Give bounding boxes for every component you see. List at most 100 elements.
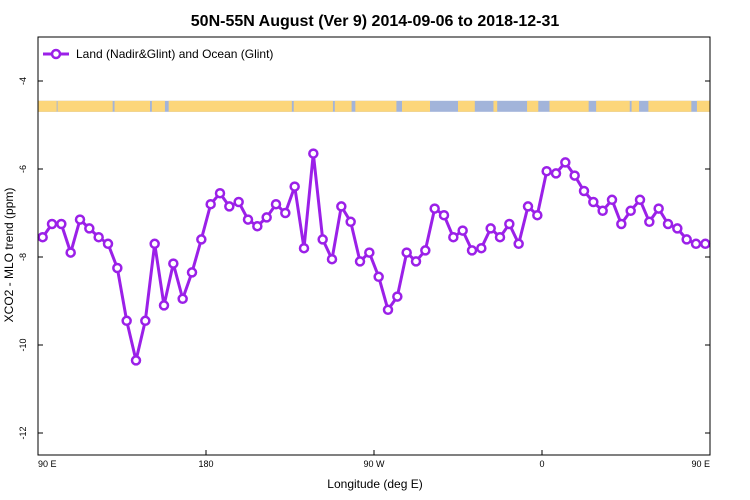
series-line [41, 152, 706, 362]
x-tick-label: 90 E [38, 459, 57, 469]
data-point [121, 315, 132, 327]
data-point [690, 238, 702, 250]
data-point [625, 205, 636, 217]
y-tick-label: -10 [18, 338, 28, 351]
data-point [606, 194, 618, 206]
strip-land-segment [334, 100, 352, 112]
data-point [46, 218, 58, 230]
data-point [336, 201, 347, 212]
data-point [102, 238, 114, 250]
data-point [168, 258, 179, 269]
strip-land-segment [631, 100, 640, 112]
data-point [560, 157, 571, 168]
data-point [158, 300, 170, 311]
data-point [672, 223, 683, 234]
x-tick-label: 90 W [363, 459, 385, 469]
plot-area [37, 148, 711, 366]
strip-land-segment [168, 100, 292, 112]
data-point [457, 225, 468, 236]
x-axis-label: Longitude (deg E) [327, 477, 422, 491]
data-point [466, 245, 478, 256]
strip-land-segment [402, 100, 430, 112]
data-point [392, 291, 403, 302]
data-point [382, 304, 394, 316]
data-point [214, 187, 226, 199]
data-point [364, 247, 375, 258]
strip-land-segment [493, 100, 498, 112]
data-point [74, 214, 86, 225]
y-axis: -4 -6 -8 -10 -12 [18, 77, 710, 440]
x-axis: 90 E 180 90 W 0 90 E [37, 450, 711, 469]
strip-land-segment [114, 100, 150, 112]
y-axis-label: XCO2 - MLO trend (ppm) [2, 188, 16, 323]
data-point [317, 234, 328, 245]
data-point [298, 242, 310, 254]
legend-point-marker [50, 48, 62, 60]
data-point [289, 181, 300, 192]
data-point [485, 223, 496, 234]
legend: Land (Nadir&Glint) and Ocean (Glint) [43, 47, 273, 61]
y-tick-label: -4 [18, 77, 28, 85]
data-point [196, 234, 207, 245]
strip-land-segment [38, 100, 57, 112]
data-point [662, 218, 674, 230]
data-point [65, 247, 76, 258]
data-point [261, 212, 272, 223]
data-point [93, 231, 104, 243]
strip-land-segment [293, 100, 333, 112]
data-point [242, 214, 254, 225]
data-point [345, 216, 356, 228]
data-point [550, 168, 562, 179]
x-tick-label: 0 [539, 459, 544, 469]
data-point [37, 231, 48, 243]
data-point [252, 220, 263, 232]
data-point [233, 196, 244, 208]
data-point [541, 165, 552, 177]
y-tick-label: -8 [18, 253, 28, 261]
y-tick-label: -6 [18, 165, 28, 173]
data-point [429, 203, 440, 214]
data-point [476, 242, 487, 254]
data-point [532, 209, 543, 221]
data-point [308, 148, 319, 159]
data-point [280, 207, 291, 219]
data-point [270, 198, 282, 210]
x-tick-label: 180 [198, 459, 213, 469]
data-point [205, 198, 216, 210]
data-point [700, 238, 711, 250]
data-point [616, 218, 627, 230]
data-point [494, 231, 506, 243]
strip-land-segment [596, 100, 630, 112]
data-point [354, 256, 366, 267]
data-point [522, 201, 534, 212]
y-tick-label: -12 [18, 426, 28, 439]
data-point [149, 238, 160, 250]
strip-land-segment [648, 100, 692, 112]
data-point [681, 234, 692, 245]
x-tick-label: 90 E [691, 459, 710, 469]
strip-land-segment [527, 100, 539, 112]
strip-land-segment [458, 100, 475, 112]
data-point [56, 218, 67, 230]
chart-title: 50N-55N August (Ver 9) 2014-09-06 to 201… [191, 13, 560, 30]
data-point [410, 256, 422, 267]
data-point [326, 253, 338, 265]
data-point [569, 170, 580, 181]
data-point [186, 267, 198, 278]
data-point [177, 293, 188, 305]
data-point [84, 223, 95, 234]
data-point [644, 216, 655, 228]
ground-type-strip [38, 100, 710, 112]
strip-land-segment [696, 100, 710, 112]
data-point [438, 209, 450, 221]
data-point [504, 218, 515, 230]
data-point [130, 355, 142, 366]
strip-land-segment [151, 100, 165, 112]
data-point [597, 205, 608, 217]
legend-label: Land (Nadir&Glint) and Ocean (Glint) [76, 47, 273, 61]
data-point [448, 231, 459, 243]
strip-land-segment [355, 100, 397, 112]
data-point [513, 238, 524, 250]
data-point [224, 201, 235, 212]
